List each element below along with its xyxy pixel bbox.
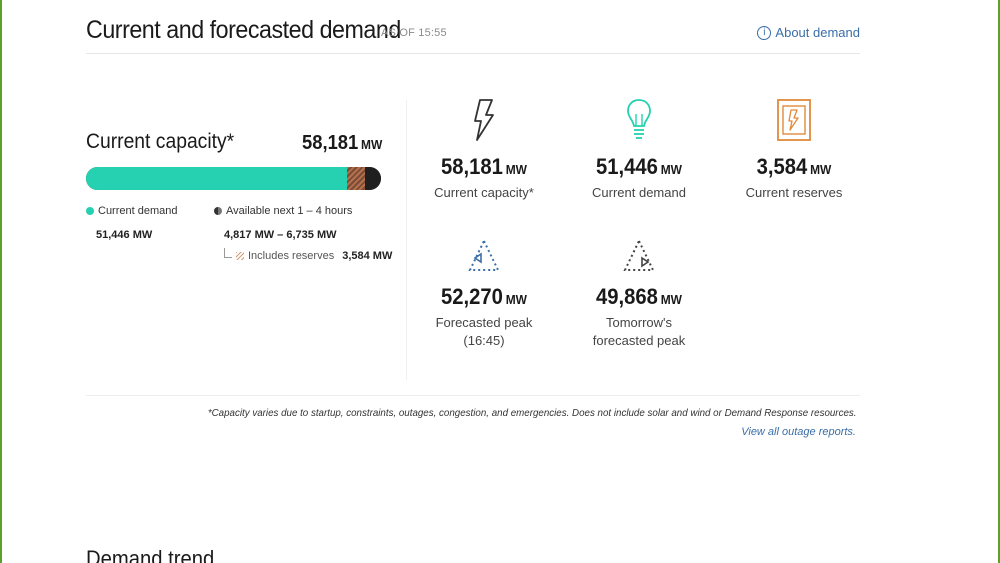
legend-includes-reserves: Includes reserves 3,584 MW <box>224 248 393 262</box>
capacity-bar-reserves <box>346 167 366 190</box>
stat-label: Current capacity* <box>434 185 534 200</box>
info-icon: i <box>757 25 772 40</box>
stat-value: 52,270 MW <box>441 284 527 309</box>
stat-value: 49,868 MW <box>596 284 682 309</box>
outage-reports-link[interactable]: View all outage reports. <box>741 426 856 438</box>
stat-label: Current demand <box>592 185 686 200</box>
stat-current-reserves: 3,584 MW Current reserves <box>724 98 864 202</box>
page-title: Current and forecasted demand <box>86 16 401 44</box>
capacity-unit: MW <box>361 137 383 152</box>
legend-demand-value: 51,446 MW <box>96 229 153 241</box>
lightbulb-icon <box>569 98 709 148</box>
stat-label: Tomorrow's forecasted peak <box>592 315 686 348</box>
capacity-bar-demand <box>86 167 347 190</box>
section-header: Current and forecasted demand AS OF 15:5… <box>86 14 860 54</box>
stat-value: 58,181 MW <box>441 154 527 179</box>
reserves-stripe-icon <box>236 252 244 260</box>
legend-available-label: Available next 1 – 4 hours <box>226 205 353 217</box>
stat-current-demand: 51,446 MW Current demand <box>569 98 709 202</box>
about-demand-label: About demand <box>775 25 860 40</box>
capacity-footnote: *Capacity varies due to startup, constra… <box>207 407 856 419</box>
legend-current-demand: Current demand <box>86 205 178 217</box>
capacity-bar <box>86 167 381 190</box>
stat-forecasted-peak: 52,270 MW Forecasted peak (16:45) <box>414 238 554 350</box>
capacity-number: 58,181 <box>302 132 359 154</box>
reserves-icon <box>724 98 864 148</box>
stat-tomorrow-peak: 49,868 MW Tomorrow's forecasted peak <box>569 238 709 350</box>
forecast-peak-icon <box>414 238 554 278</box>
capacity-value: 58,181 MW <box>302 132 382 155</box>
includes-label: Includes reserves <box>248 250 335 262</box>
stat-value: 3,584 MW <box>756 154 832 179</box>
legend-available-value: 4,817 MW – 6,735 MW <box>224 229 337 241</box>
stat-value: 51,446 MW <box>596 154 682 179</box>
teal-dot-icon <box>86 207 94 215</box>
tomorrow-peak-icon <box>569 238 709 278</box>
half-dot-icon <box>214 207 222 215</box>
stat-label: Forecasted peak (16:45) <box>435 315 533 348</box>
about-demand-link[interactable]: i About demand <box>757 25 860 40</box>
capacity-bar-available <box>365 167 381 190</box>
demand-trend-heading: Demand trend <box>86 546 215 563</box>
stat-label: Current reserves <box>745 185 843 200</box>
capacity-label: Current capacity* <box>86 130 235 153</box>
legend-demand-label: Current demand <box>98 205 178 217</box>
vertical-divider <box>406 100 407 380</box>
legend-available: Available next 1 – 4 hours <box>214 205 352 217</box>
includes-value: 3,584 MW <box>342 250 393 262</box>
lightning-icon <box>414 98 554 148</box>
horizontal-divider <box>86 395 860 396</box>
elbow-connector-icon <box>224 248 232 258</box>
as-of-timestamp: AS OF 15:55 <box>381 27 447 39</box>
stat-current-capacity: 58,181 MW Current capacity* <box>414 98 554 202</box>
